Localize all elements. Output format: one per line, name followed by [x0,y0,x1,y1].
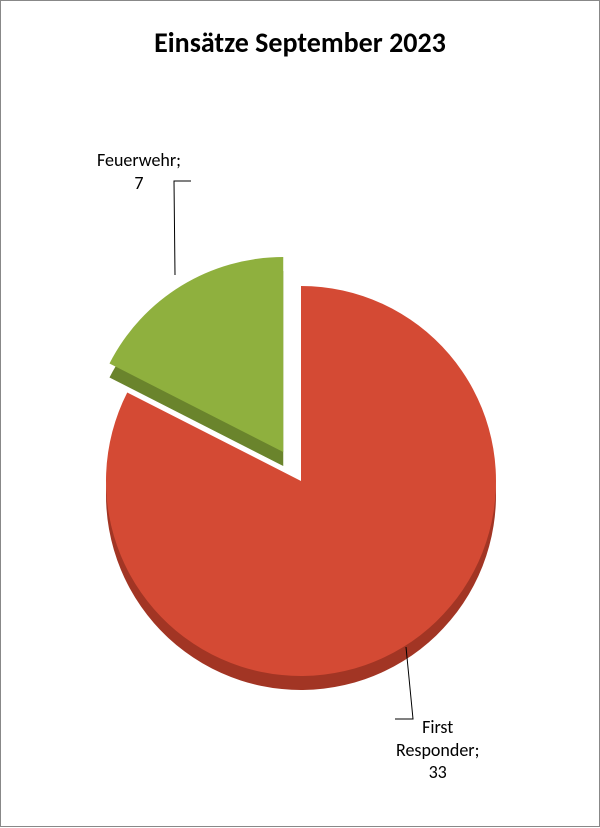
data-label-value: 33 [429,761,447,783]
data-label: FirstResponder; 33 [396,716,479,784]
data-label-value: 7 [134,172,143,194]
data-label-name-line2: Responder [396,739,475,761]
data-label-name: Feuerwehr [97,149,176,171]
leader-line [174,181,191,275]
data-label-separator: ; [475,739,480,761]
data-label-name: First [422,716,453,738]
data-label-separator: ; [176,149,181,171]
data-label: Feuerwehr; 7 [97,149,181,194]
pie-chart [1,1,600,828]
